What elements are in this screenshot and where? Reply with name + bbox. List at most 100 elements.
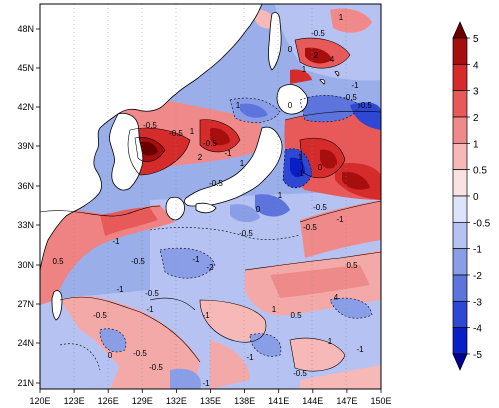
lon-tick-label: 120E [29, 396, 50, 406]
lon-tick-label: 147E [336, 396, 357, 406]
contour-value-label: -1 [224, 149, 232, 158]
lat-tick-label: 45N [17, 63, 34, 73]
contour-value-label: 1 [272, 305, 277, 314]
contour-value-label: 0.5 [346, 261, 358, 270]
contour-value-label: 0 [256, 205, 261, 214]
colorbar-swatch [452, 221, 468, 250]
contour-value-label: -0.5 [313, 203, 327, 212]
colorbar-swatch [452, 116, 468, 144]
lon-tick-label: 141E [268, 396, 289, 406]
contour-value-label: 2 [198, 153, 203, 162]
colorbar-level-label: 0 [473, 192, 479, 203]
lat-tick-label: 42N [17, 102, 34, 112]
colorbar-swatch [452, 63, 468, 92]
latitude-axis: 48N 45N 42N 39N 36N 33N 30N 27N 24N 21N [17, 24, 40, 388]
contour-value-label: -1 [192, 255, 200, 264]
contour-value-label: 1 [278, 191, 283, 200]
colorbar-level-label: 5 [473, 34, 479, 45]
lon-tick-label: 144E [302, 396, 323, 406]
lat-tick-label: 48N [17, 24, 34, 34]
lon-tick-label: 150E [370, 396, 391, 406]
lon-tick-label: 129E [132, 396, 153, 406]
contour-value-label: 2 [314, 51, 319, 60]
colorbar-level-label: 1 [473, 139, 479, 150]
contour-value-label: 1 [236, 101, 241, 110]
contour-value-label: 0 [108, 351, 113, 360]
contour-value-label: -1 [112, 237, 120, 246]
contour-value-label: -1 [116, 285, 124, 294]
contour-value-label: -0.5 [133, 349, 147, 358]
contour-value-label: -0.5 [209, 179, 223, 188]
map-panel: 1-0.52 40-11-0.5-0.51 0-0.5-0.5 1-0.5-121-0… [40, 4, 381, 389]
colorbar-level-label: 4 [473, 60, 479, 71]
contour-value-label: 1 [240, 159, 245, 168]
contour-value-label: 0 [288, 45, 293, 54]
contour-value-label: 0 [288, 101, 293, 110]
contour-value-label: 0 [318, 163, 323, 172]
colorbar-level-label: 2 [473, 113, 479, 124]
sakhalin [268, 12, 282, 71]
contour-value-label: -0.5 [131, 257, 145, 266]
anomaly-shading [40, 4, 381, 389]
contour-value-label: -0.5 [358, 101, 372, 110]
colorbar-level-label: -0.5 [473, 218, 491, 229]
lat-tick-label: 27N [17, 299, 34, 309]
contour-value-label: 0.5 [290, 311, 302, 320]
colorbar-swatch [452, 37, 468, 65]
colorbar-swatch [452, 327, 468, 355]
contour-value-label: 1 [302, 65, 307, 74]
colorbar-swatch [452, 248, 468, 276]
contour-value-label: -1 [356, 345, 364, 354]
japan-kyushu [165, 196, 185, 221]
colorbar-level-label: -1 [473, 245, 482, 256]
colorbar: 5 4 3 2 1 0.5 0 -0.5 -1 -2 -3 -4 -5 [452, 21, 491, 371]
contour-value-label: 1 [298, 153, 303, 162]
contour-value-label: -0.5 [311, 29, 325, 38]
colorbar-swatch [452, 142, 468, 171]
colorbar-swatch [452, 90, 468, 118]
lat-tick-label: 39N [17, 141, 34, 151]
colorbar-level-label: -3 [473, 297, 482, 308]
lon-tick-label: 132E [166, 396, 187, 406]
colorbar-level-label: 3 [473, 87, 479, 98]
lat-tick-label: 36N [17, 181, 34, 191]
longitude-axis: 120E 123E 126E 129E 132E 135E 138E 141E 144E 147E… [29, 389, 392, 406]
lon-tick-label: 123E [64, 396, 85, 406]
contour-value-label: -1 [146, 305, 154, 314]
contour-value-label: -0.5 [149, 363, 163, 372]
contour-value-label: -0.5 [239, 229, 253, 238]
contour-value-label: -0.5 [203, 139, 217, 148]
lat-tick-label: 24N [17, 338, 34, 348]
lat-tick-label: 21N [17, 378, 34, 388]
contour-value-label: -1 [351, 81, 359, 90]
contour-value-label: -0.5 [145, 289, 159, 298]
contour-value-label: 1 [190, 127, 195, 136]
lon-tick-label: 135E [200, 396, 221, 406]
japan-shikoku [195, 202, 217, 214]
japan-hokkaido [276, 84, 308, 115]
contour-value-label: -0.5 [93, 311, 107, 320]
colorbar-swatch [452, 169, 468, 197]
contour-value-label: -1 [202, 379, 210, 388]
taiwan [51, 290, 63, 321]
contour-value-label: -0.5 [143, 121, 157, 130]
contour-value-label: -1 [336, 215, 344, 224]
contour-value-label: -0.5 [293, 369, 307, 378]
lat-tick-label: 30N [17, 260, 34, 270]
landmasses [40, 4, 340, 321]
colorbar-swatch [452, 195, 468, 223]
colorbar-swatch [452, 300, 468, 329]
contour-value-label: -1 [246, 353, 254, 362]
contour-value-label: 0.5 [52, 257, 64, 266]
contour-value-label: 1 [328, 337, 333, 346]
contour-value-label: 4 [334, 293, 339, 302]
lon-tick-label: 126E [98, 396, 119, 406]
contour-value-label: 4 [330, 55, 335, 64]
colorbar-level-label: -2 [473, 271, 482, 282]
colorbar-max-triangle [452, 21, 468, 39]
contour-value-label: -0.5 [343, 93, 357, 102]
contour-value-label: -0.5 [169, 129, 183, 138]
lat-tick-label: 33N [17, 220, 34, 230]
colorbar-level-label: -4 [473, 324, 482, 335]
